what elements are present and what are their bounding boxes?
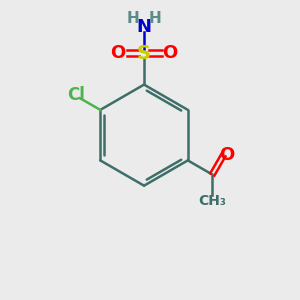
Text: H: H (126, 11, 139, 26)
Text: H: H (149, 11, 162, 26)
Text: Cl: Cl (67, 86, 85, 104)
Text: O: O (162, 44, 178, 62)
Text: S: S (137, 44, 151, 63)
Text: O: O (219, 146, 235, 164)
Text: N: N (136, 18, 152, 36)
Text: O: O (111, 44, 126, 62)
Text: CH₃: CH₃ (198, 194, 226, 208)
